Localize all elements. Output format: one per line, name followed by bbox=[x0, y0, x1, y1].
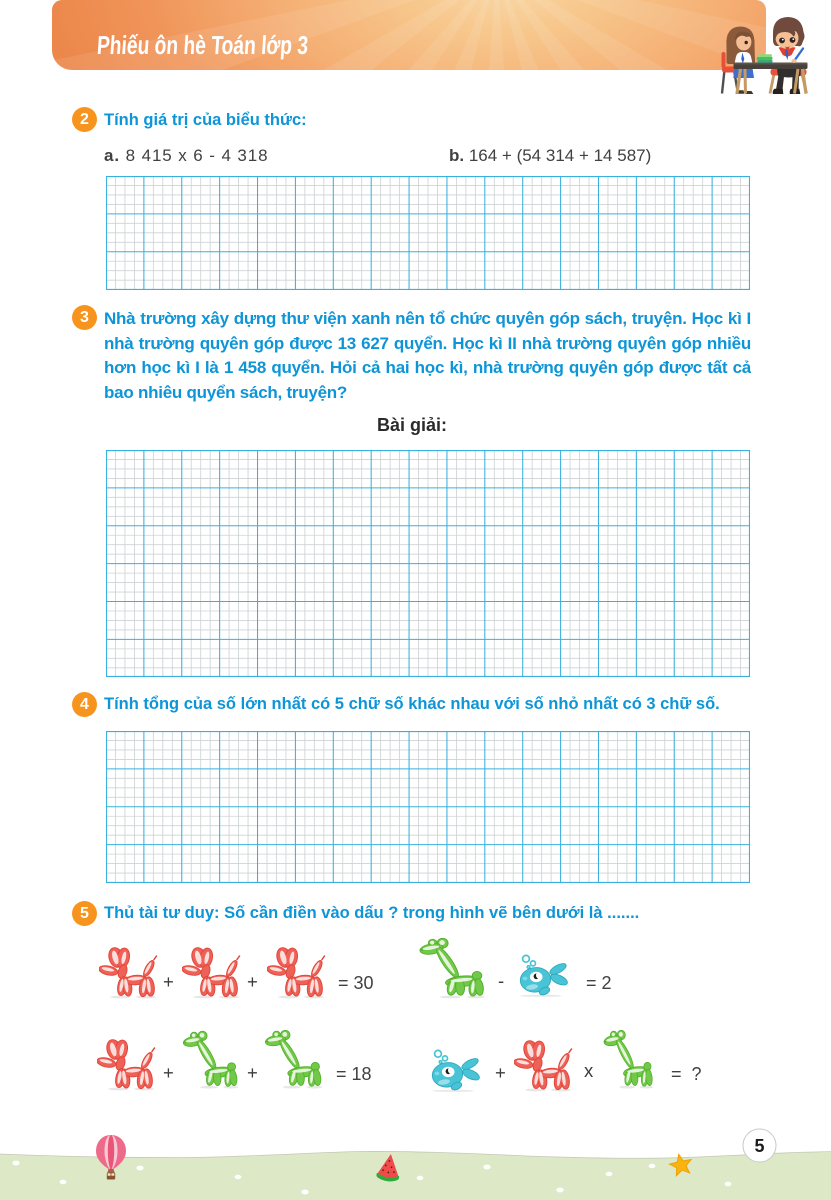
svg-text:5: 5 bbox=[754, 1136, 764, 1156]
